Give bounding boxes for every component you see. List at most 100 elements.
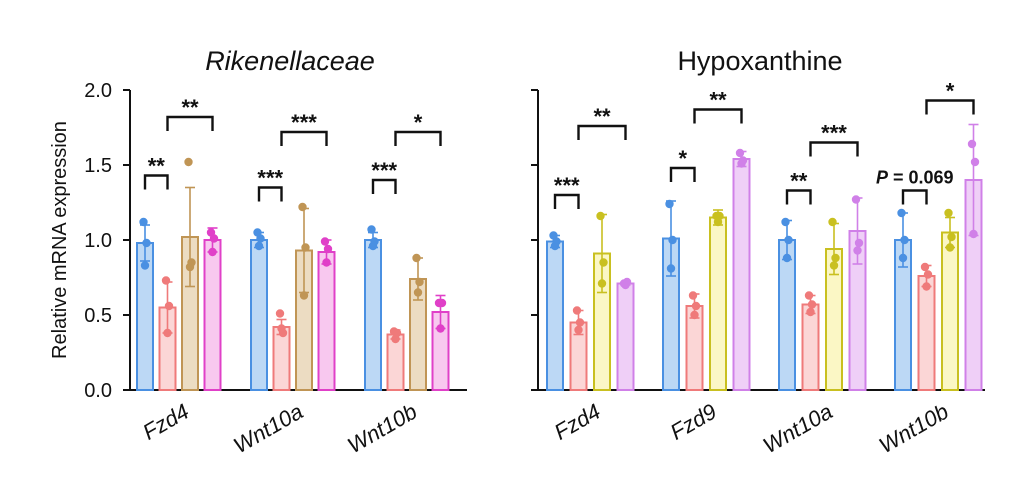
data-point	[688, 291, 698, 300]
data-point	[163, 328, 172, 338]
data-point	[738, 156, 748, 165]
bar-fzd4-4	[203, 239, 222, 391]
data-point	[574, 325, 583, 335]
data-point	[900, 235, 909, 245]
data-point	[599, 258, 608, 267]
data-point	[945, 243, 955, 252]
significance-label: *	[414, 110, 423, 135]
data-point	[897, 208, 906, 218]
data-point	[299, 291, 309, 300]
data-point	[140, 261, 150, 270]
data-point	[208, 247, 217, 257]
data-point	[735, 148, 745, 158]
data-point	[187, 258, 196, 267]
bar-fzd9-4	[732, 158, 751, 391]
significance-label: *	[946, 79, 955, 104]
data-point	[829, 261, 839, 270]
data-point	[278, 328, 288, 338]
data-point	[853, 246, 862, 255]
bar-fzd4-4	[616, 282, 635, 391]
x-tick-label-fzd4: Fzd4	[550, 399, 605, 445]
x-tick-label-fzd9: Fzd9	[666, 399, 721, 445]
significance-bracket	[371, 178, 397, 194]
y-tick-label: 0.0	[84, 380, 112, 402]
significance-label: **	[593, 104, 611, 129]
y-axis-label: Relative mRNA expression	[49, 121, 71, 359]
significance-bracket	[143, 174, 169, 190]
significance-bracket	[257, 186, 283, 202]
significance-bracket	[809, 141, 859, 157]
data-point	[596, 211, 605, 221]
data-point	[898, 253, 908, 263]
panel-rikenellaceae: Rikenellaceae 0.0 0.5 1.0 1.5 2.0 Relative mRN…	[49, 46, 467, 458]
x-tick-label-fzd4: Fzd4	[138, 399, 193, 445]
data-point	[161, 276, 171, 285]
data-point	[322, 258, 331, 267]
bar-wnt10b-1	[364, 239, 382, 391]
data-point	[437, 298, 447, 308]
significance-label: **	[709, 88, 727, 113]
chart-title: Rikenellaceae	[205, 46, 375, 76]
data-point	[412, 253, 421, 263]
data-point	[668, 235, 677, 245]
significance-label: **	[790, 169, 808, 194]
significance-label: ***	[554, 173, 580, 198]
x-tick-label-wnt10b: Wnt10b	[875, 399, 953, 459]
data-point	[970, 157, 980, 167]
data-point	[922, 282, 931, 291]
significance-bracket	[577, 124, 627, 140]
data-point	[690, 310, 699, 320]
data-point	[575, 318, 585, 327]
significance-label: **	[148, 154, 166, 179]
data-point	[947, 232, 956, 242]
data-point	[831, 253, 840, 263]
data-point	[164, 301, 174, 311]
data-point	[807, 300, 817, 309]
data-point	[254, 241, 264, 251]
data-point	[969, 229, 978, 239]
bar-fzd4-1	[546, 240, 564, 391]
significance-label: ***	[821, 121, 847, 146]
data-point	[139, 217, 148, 227]
data-point	[320, 237, 330, 246]
significance-bracket	[669, 166, 696, 182]
data-point	[298, 202, 307, 212]
data-point	[784, 235, 793, 245]
data-point	[782, 253, 792, 263]
y-tick-label: 1.0	[84, 230, 112, 252]
significance-bracket	[693, 108, 743, 124]
data-point	[415, 277, 424, 287]
data-point	[828, 217, 837, 227]
x-tick-label-wnt10a: Wnt10a	[229, 399, 307, 459]
y-tick-label: 0.5	[84, 305, 112, 327]
data-point	[666, 264, 676, 273]
data-point	[275, 309, 285, 318]
bar-wnt10a-1	[778, 239, 796, 391]
data-point	[209, 234, 219, 243]
data-point	[923, 270, 933, 279]
data-point	[370, 237, 379, 246]
data-point	[367, 225, 376, 234]
data-point	[851, 195, 861, 204]
bar-wnt10b-2	[917, 275, 936, 391]
bar-wnt10b-3	[941, 231, 959, 391]
data-point	[413, 288, 423, 297]
data-point	[323, 244, 333, 254]
data-point	[781, 217, 790, 227]
data-point	[854, 238, 864, 248]
significance-bracket	[553, 193, 580, 209]
x-tick-label-wnt10b: Wnt10b	[343, 399, 421, 459]
data-point	[142, 238, 151, 248]
data-point	[967, 139, 977, 149]
data-point	[301, 243, 310, 252]
significance-bracket	[280, 130, 328, 146]
data-point	[552, 237, 561, 246]
significance-label: ***	[291, 110, 317, 135]
data-point	[436, 324, 445, 333]
bar-wnt10a-4	[317, 251, 336, 391]
chart-title: Hypoxanthine	[677, 46, 842, 76]
data-point	[806, 307, 815, 317]
data-point	[572, 306, 582, 315]
